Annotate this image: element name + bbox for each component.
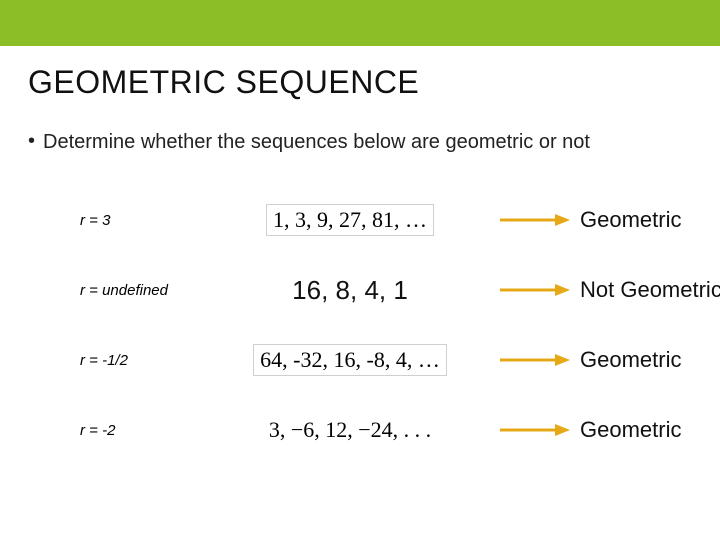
arrow-cell [490, 352, 580, 368]
sequence-row: r = undefined 16, 8, 4, 1 Not Geometric [80, 255, 720, 325]
bullet-glyph: • [28, 129, 35, 153]
verdict-text: Geometric [580, 207, 681, 233]
sequence-rows: r = 3 1, 3, 9, 27, 81, … Geometric r = u… [0, 185, 720, 465]
arrow-cell [490, 282, 580, 298]
arrow-icon [500, 422, 570, 438]
arrow-icon [500, 352, 570, 368]
sequence-cell: 64, -32, 16, -8, 4, … [210, 344, 490, 376]
sequence-text: 1, 3, 9, 27, 81, … [266, 204, 434, 236]
sequence-cell: 16, 8, 4, 1 [210, 275, 490, 306]
ratio-label: r = -1/2 [80, 352, 210, 369]
arrow-cell [490, 212, 580, 228]
verdict-text: Geometric [580, 417, 681, 443]
arrow-icon [500, 282, 570, 298]
ratio-label: r = 3 [80, 212, 210, 229]
sequence-row: r = -2 3, −6, 12, −24, . . . Geometric [80, 395, 720, 465]
sequence-text: 64, -32, 16, -8, 4, … [253, 344, 447, 376]
verdict-text: Geometric [580, 347, 681, 373]
sequence-cell: 3, −6, 12, −24, . . . [210, 417, 490, 443]
arrow-cell [490, 422, 580, 438]
verdict-text: Not Geometric [580, 277, 720, 303]
sequence-text: 3, −6, 12, −24, . . . [269, 417, 431, 443]
subtitle-text: Determine whether the sequences below ar… [43, 129, 590, 155]
subtitle-row: • Determine whether the sequences below … [28, 129, 720, 155]
ratio-label: r = undefined [80, 282, 210, 299]
sequence-row: r = 3 1, 3, 9, 27, 81, … Geometric [80, 185, 720, 255]
slide-title: GEOMETRIC SEQUENCE [28, 64, 720, 101]
accent-top-bar [0, 0, 720, 46]
ratio-label: r = -2 [80, 422, 210, 439]
sequence-row: r = -1/2 64, -32, 16, -8, 4, … Geometric [80, 325, 720, 395]
sequence-cell: 1, 3, 9, 27, 81, … [210, 204, 490, 236]
sequence-text: 16, 8, 4, 1 [292, 275, 408, 306]
arrow-icon [500, 212, 570, 228]
